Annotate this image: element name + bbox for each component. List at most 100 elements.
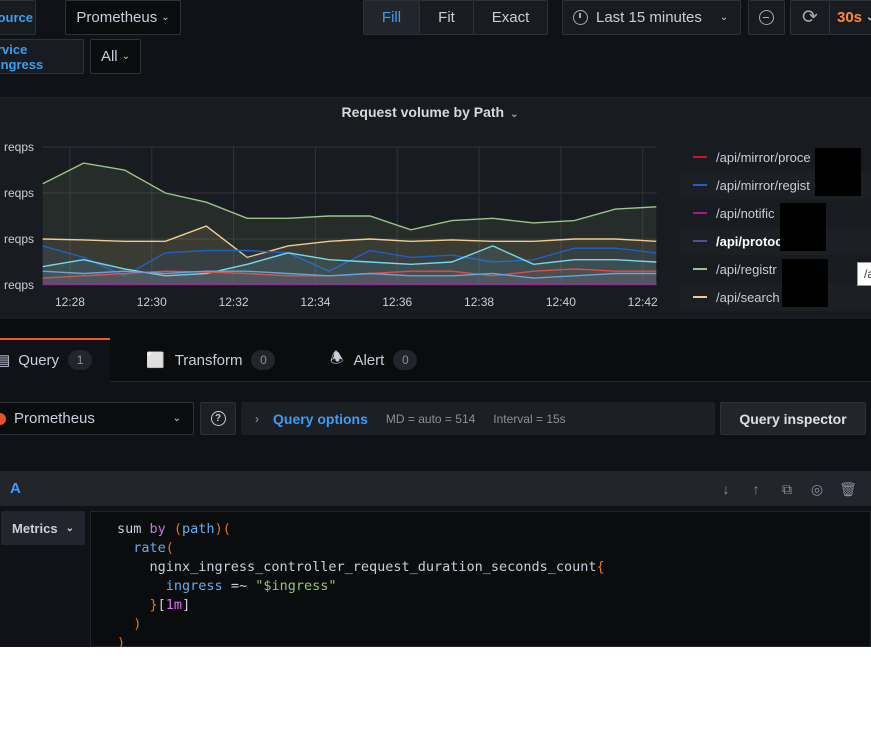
datasource-value: Prometheus: [76, 9, 158, 26]
eye-icon[interactable]: ◎: [810, 480, 824, 497]
legend-swatch: [693, 156, 707, 158]
view-mode-fit[interactable]: Fit: [419, 0, 474, 35]
view-mode-label: Exact: [491, 9, 530, 26]
x-tick-label: 12:30: [137, 295, 167, 309]
tab-label: Query: [18, 351, 60, 369]
help-button[interactable]: ?: [200, 402, 236, 435]
move-up-icon[interactable]: ↑: [752, 481, 760, 497]
x-tick-label: 12:36: [382, 295, 412, 309]
chevron-down-icon: ⌄: [719, 12, 729, 23]
view-mode-exact[interactable]: Exact: [473, 0, 548, 35]
query-datasource-picker[interactable]: Prometheus ⌄: [0, 402, 194, 435]
code-line: ingress =~ "$ingress": [165, 578, 337, 594]
refresh-button[interactable]: ⟳: [790, 0, 830, 35]
legend-swatch: [693, 240, 707, 242]
datasource-variable-label: tasource: [0, 0, 36, 35]
ingress-label-text: rvice Ingress: [0, 41, 44, 72]
query-row-header[interactable]: [0, 471, 871, 506]
query-inspector-label: Query inspector: [739, 410, 847, 427]
database-icon: ▤: [0, 352, 11, 369]
zoom-out-button[interactable]: [748, 0, 785, 35]
legend-item[interactable]: /api/registr: [680, 255, 871, 283]
code-line: sum by (path)(: [117, 521, 231, 537]
legend-label: /api/notific: [716, 205, 775, 221]
view-mode-fill[interactable]: Fill: [363, 0, 420, 35]
transform-icon: ⬜: [146, 352, 165, 369]
interval-value: Interval = 15s: [493, 411, 566, 426]
tab-count: 1: [68, 350, 93, 370]
time-range-picker[interactable]: Last 15 minutes ⌄: [562, 0, 741, 35]
metrics-mode-label: Metrics: [12, 520, 58, 536]
metrics-mode-dropdown[interactable]: Metrics ⌄: [1, 511, 85, 545]
query-inspector-button[interactable]: Query inspector: [720, 402, 866, 435]
panel-title-text: Request volume by Path: [341, 104, 505, 120]
query-ref-id[interactable]: A: [10, 480, 21, 497]
ingress-variable-dropdown[interactable]: All ⌄: [90, 39, 141, 74]
tab-label: Transform: [174, 351, 243, 369]
refresh-interval-value: 30s: [837, 9, 863, 26]
graph-panel: Request volume by Path ⌄: [0, 97, 871, 319]
y-tick-label: reqps: [4, 278, 34, 292]
bell-icon: 🕭: [330, 349, 344, 367]
tooltip-text: /a: [864, 267, 871, 281]
legend-item[interactable]: /api/search: [680, 283, 871, 311]
series-area: [42, 163, 657, 285]
tab-label: Alert: [353, 351, 385, 369]
max-data-points: MD = auto = 514: [385, 411, 476, 426]
tab-query[interactable]: ▤ Query 1: [0, 338, 93, 382]
chevron-down-icon: ⌄: [121, 51, 131, 62]
view-mode-label: Fill: [381, 9, 402, 26]
question-circle-icon: ?: [210, 411, 226, 426]
redaction: [815, 148, 861, 196]
prometheus-logo-icon: [0, 412, 6, 425]
series-line: [42, 270, 657, 279]
chevron-right-icon: ›: [255, 411, 259, 426]
chevron-down-icon: ⌄: [65, 522, 74, 534]
legend-item[interactable]: /api/mirror/proce: [680, 143, 871, 171]
code-line: ): [117, 635, 126, 647]
x-tick-label: 12:28: [55, 295, 85, 309]
editor-tabs: [0, 319, 871, 382]
series-line: [42, 225, 657, 259]
panel-title[interactable]: Request volume by Path ⌄: [0, 104, 860, 120]
legend-label: /api/mirror/regist: [716, 177, 810, 193]
code-line: }[1m]: [149, 597, 191, 613]
grafana-panel-editor: tasource Prometheus⌄ rvice Ingress All⌄ …: [0, 0, 871, 647]
legend-item[interactable]: /api/notific: [680, 199, 871, 227]
y-tick-label: reqps: [4, 186, 34, 200]
view-mode-label: Fit: [438, 9, 455, 26]
trash-icon[interactable]: 🗑: [839, 480, 857, 497]
time-range-value: Last 15 minutes: [596, 9, 702, 26]
datasource-label-text: tasource: [0, 10, 33, 25]
chevron-down-icon: ⌄: [172, 413, 181, 424]
legend-label: /api/search: [716, 289, 780, 305]
datasource-variable-dropdown[interactable]: Prometheus ⌄: [65, 0, 181, 35]
chevron-down-icon: ⌄: [510, 109, 519, 120]
tab-alert[interactable]: 🕭 Alert 0: [330, 338, 418, 382]
refresh-interval-dropdown[interactable]: 30s ⌄: [829, 0, 871, 35]
move-down-icon[interactable]: ↓: [722, 481, 730, 497]
time-series-chart: reqps reqps reqps reqps 12:28 12:30 12:32 12:34…: [4, 140, 658, 309]
code-line: ): [133, 616, 142, 632]
legend-item[interactable]: /api/protoc: [680, 227, 871, 255]
code-line: nginx_ingress_controller_request_duratio…: [117, 559, 605, 575]
legend-label: /api/protoc: [716, 233, 783, 249]
query-options-toggle[interactable]: › Query options MD = auto = 514 Interval…: [241, 402, 715, 435]
tab-transform[interactable]: ⬜ Transform 0: [146, 338, 276, 382]
legend-swatch: [693, 268, 707, 270]
tab-count: 0: [251, 350, 276, 370]
chevron-down-icon: ⌄: [161, 12, 170, 23]
tab-count: 0: [393, 350, 418, 370]
query-editor[interactable]: sum by (path)( rate( nginx_ingress_contr…: [90, 511, 871, 647]
legend-swatch: [693, 184, 707, 186]
redaction: [782, 259, 828, 307]
duplicate-icon[interactable]: ⧉: [782, 480, 792, 497]
code-line: rate(: [133, 540, 174, 556]
x-tick-label: 12:42: [628, 295, 658, 309]
refresh-icon: ⟳: [802, 7, 818, 28]
y-tick-label: reqps: [4, 140, 34, 154]
legend-label: /api/mirror/proce: [716, 149, 811, 165]
query-options-label: Query options: [273, 410, 368, 427]
x-tick-label: 12:38: [464, 295, 494, 309]
clock-icon: [573, 10, 588, 25]
